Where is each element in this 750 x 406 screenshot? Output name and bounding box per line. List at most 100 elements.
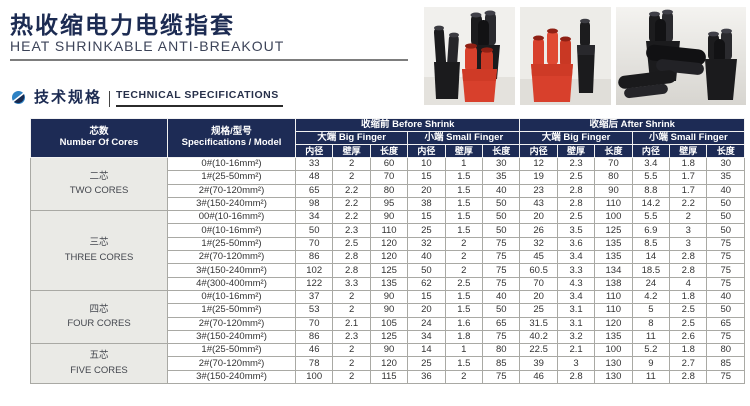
value-cell: 40.2 [519, 329, 558, 345]
value-cell: 2 [332, 289, 371, 305]
col-header-length: 长度 [594, 144, 633, 158]
value-cell: 1.5 [444, 289, 484, 305]
value-cell: 2 [332, 356, 371, 371]
value-cell: 38 [407, 196, 446, 212]
value-cell: 50 [407, 263, 446, 278]
value-cell: 125 [369, 329, 409, 345]
value-cell: 50 [482, 223, 521, 238]
value-cell: 2.5 [669, 316, 708, 331]
value-cell: 35 [482, 170, 521, 185]
value-cell: 1.5 [444, 356, 484, 371]
value-cell: 2.5 [332, 236, 371, 252]
col-header-cores: 芯数 Number Of Cores [30, 118, 168, 158]
value-cell: 90 [369, 343, 409, 358]
value-cell: 3.2 [556, 329, 596, 345]
value-cell: 11 [631, 329, 671, 345]
value-cell: 1 [444, 156, 484, 172]
value-cell: 70 [519, 276, 558, 291]
value-cell: 5.2 [631, 343, 671, 358]
value-cell: 2.8 [332, 250, 371, 265]
col-header-small-finger: 小端 Small Finger [407, 131, 521, 145]
table-row: 1#(25-50mm²) 53 2 90 20 1.5 50 25 3.1 110 5 2.5 50 [31, 303, 745, 318]
value-cell: 2.2 [332, 183, 371, 198]
value-cell: 3.3 [332, 276, 371, 291]
value-cell: 110 [369, 223, 409, 238]
value-cell: 2.8 [556, 183, 596, 198]
section-title-en: TECHNICAL SPECIFICATIONS [116, 89, 283, 107]
model-cell: 1#(25-50mm²) [167, 303, 296, 318]
model-cell: 3#(150-240mm²) [167, 329, 296, 345]
value-cell: 46 [519, 369, 558, 385]
breakout-boot-illustration [424, 7, 515, 105]
col-header-inner-dia: 内径 [294, 144, 334, 158]
section-divider [109, 91, 111, 107]
spec-table-header: 芯数 Number Of Cores 规格/型号 Specifications … [30, 118, 746, 158]
value-cell: 80 [369, 183, 409, 198]
table-row: 3#(150-240mm²) 100 2 115 36 2 75 46 2.8 130 11 2.8 7… [31, 369, 745, 385]
model-cell: 2#(70-120mm²) [167, 183, 296, 198]
value-cell: 24 [407, 316, 446, 331]
model-cell: 00#(10-16mm²) [167, 210, 296, 225]
page-title-en: HEAT SHRINKABLE ANTI-BREAKOUT [10, 38, 285, 54]
value-cell: 2.2 [332, 196, 371, 212]
value-cell: 3.4 [631, 156, 671, 172]
col-header-inner-dia: 内径 [407, 144, 446, 158]
table-row: 2#(70-120mm²) 86 2.8 120 40 2 75 45 3.4 135 14 2.8 7… [31, 250, 745, 265]
value-cell: 2 [332, 170, 371, 185]
cores-group-label-en: TWO CORES [69, 185, 129, 197]
value-cell: 1.8 [444, 329, 484, 345]
value-cell: 85 [706, 356, 745, 371]
value-cell: 46 [294, 343, 334, 358]
value-cell: 2.7 [669, 356, 708, 371]
value-cell: 65 [294, 183, 334, 198]
breakout-boot-illustration [616, 7, 746, 105]
model-cell: 0#(10-16mm²) [167, 289, 296, 305]
value-cell: 22.5 [519, 343, 558, 358]
value-cell: 50 [706, 196, 745, 212]
value-cell: 3.3 [556, 263, 596, 278]
cores-group-label-en: THREE CORES [64, 251, 134, 263]
value-cell: 30 [706, 156, 745, 172]
value-cell: 1.7 [669, 170, 708, 185]
cores-group-label-zh: 二芯 [89, 170, 109, 182]
value-cell: 50 [294, 223, 334, 238]
value-cell: 2 [332, 303, 371, 318]
value-cell: 2 [332, 343, 371, 358]
col-header-spec: 规格/型号 Specifications / Model [167, 118, 296, 158]
value-cell: 86 [294, 250, 334, 265]
value-cell: 30 [482, 156, 521, 172]
value-cell: 2.2 [332, 210, 371, 225]
value-cell: 3.6 [556, 236, 596, 252]
value-cell: 2 [444, 263, 484, 278]
value-cell: 120 [369, 236, 409, 252]
model-cell: 3#(150-240mm²) [167, 369, 296, 385]
col-header-spec-en: Specifications / Model [181, 137, 282, 148]
value-cell: 2 [332, 156, 371, 172]
spec-table: 芯数 Number Of Cores 规格/型号 Specifications … [30, 118, 746, 385]
model-cell: 3#(150-240mm²) [167, 196, 296, 212]
value-cell: 70 [369, 170, 409, 185]
value-cell: 23 [519, 183, 558, 198]
value-cell: 75 [482, 250, 521, 265]
value-cell: 2.1 [556, 343, 596, 358]
value-cell: 40 [706, 289, 745, 305]
spec-section-icon [12, 91, 25, 104]
value-cell: 78 [294, 356, 334, 371]
col-header-length: 长度 [482, 144, 521, 158]
value-cell: 40 [482, 289, 521, 305]
value-cell: 14 [407, 343, 446, 358]
value-cell: 110 [594, 303, 633, 318]
col-header-wall: 壁厚 [332, 144, 371, 158]
value-cell: 53 [294, 303, 334, 318]
value-cell: 25 [407, 356, 446, 371]
table-row: 四芯 FOUR CORES 0#(10-16mm²) 37 2 90 15 1.5 40 20 3.… [30, 289, 745, 345]
value-cell: 75 [482, 276, 521, 291]
table-row: 3#(150-240mm²) 86 2.3 125 34 1.8 75 40.2 3.2 135 1… [31, 329, 745, 345]
cores-group-label: 二芯 TWO CORES [30, 156, 168, 212]
value-cell: 2.8 [669, 369, 708, 385]
value-cell: 8.8 [631, 183, 671, 198]
value-cell: 1.8 [669, 289, 708, 305]
value-cell: 2.2 [669, 196, 708, 212]
value-cell: 31.5 [519, 316, 558, 331]
cores-group-label-zh: 四芯 [89, 303, 109, 315]
